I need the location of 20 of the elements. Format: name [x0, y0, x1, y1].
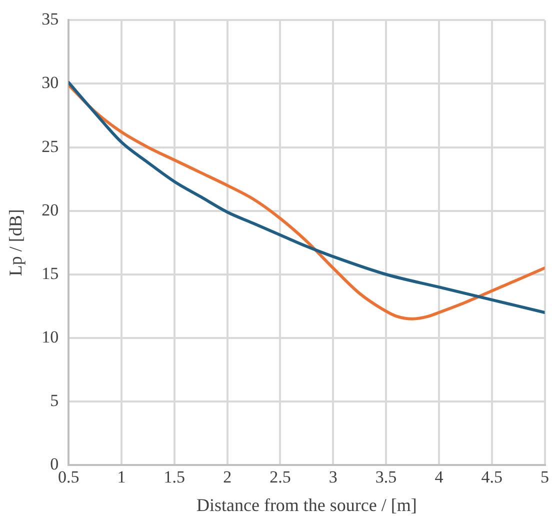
y-tick-label: 30 [42, 73, 59, 92]
x-tick-label: 4.5 [481, 468, 502, 487]
x-tick-label: 5 [540, 468, 549, 487]
x-tick-label: 0.5 [58, 468, 80, 487]
y-tick-label: 35 [42, 10, 59, 29]
x-tick-label: 4 [434, 468, 444, 487]
y-tick-label: 0 [50, 454, 59, 474]
x-tick-label: 1 [117, 468, 126, 487]
y-tick-label: 5 [50, 390, 59, 410]
x-tick-label: 3.5 [375, 468, 397, 487]
x-tick-label: 1.5 [164, 468, 186, 487]
x-tick-label: 2 [223, 468, 232, 487]
y-axis-title: Lp / [dB] [6, 209, 26, 276]
x-tick-label: 2.5 [270, 468, 291, 487]
y-tick-label: 10 [42, 327, 59, 346]
y-tick-label: 20 [42, 200, 59, 220]
y-tick-label: 15 [42, 264, 59, 283]
y-tick-label: 25 [42, 136, 59, 156]
x-tick-label: 3 [328, 468, 338, 487]
x-axis-title: Distance from the source / [m] [196, 494, 417, 515]
